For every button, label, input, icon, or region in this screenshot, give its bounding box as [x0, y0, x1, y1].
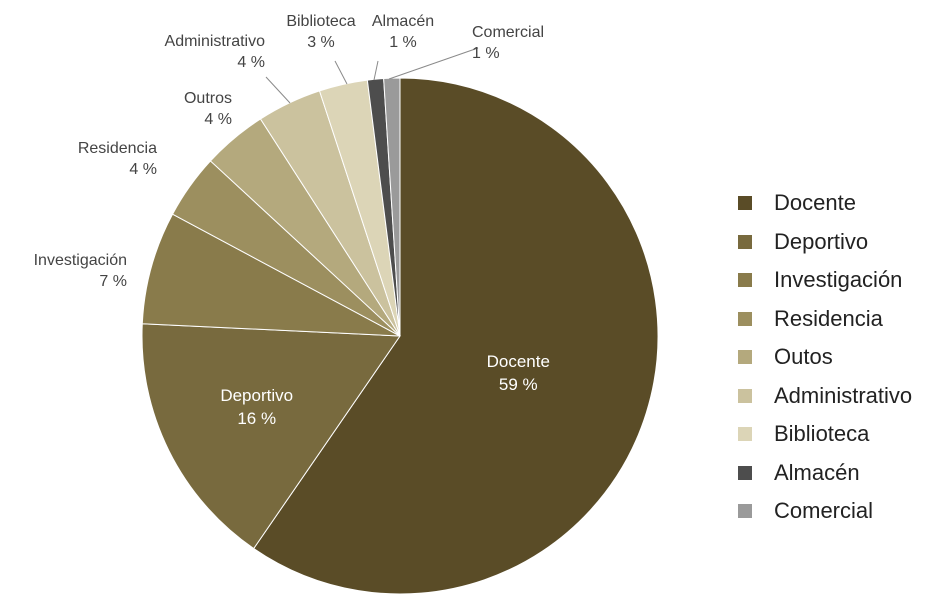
leader-line-comercial: [388, 47, 479, 80]
pie-slices: [141, 77, 659, 594]
leader-line-administrativo: [265, 76, 291, 104]
legend-label-biblioteca: Biblioteca: [774, 421, 870, 447]
legend-item-comercial: Comercial: [738, 492, 912, 531]
legend-label-residencia: Residencia: [774, 305, 883, 331]
legend-item-deportivo: Deportivo: [738, 223, 912, 262]
legend-swatch-deportivo: [738, 234, 752, 249]
legend-label-almacen: Almacén: [774, 459, 860, 485]
slice-value-deportivo: 16 %: [237, 409, 276, 428]
legend-item-administrativo: Administrativo: [738, 377, 912, 416]
legend-label-investigacion: Investigación: [774, 267, 903, 293]
slice-value-docente: 59 %: [499, 375, 538, 394]
slice-label-almacen: Almacén: [372, 13, 434, 30]
legend-item-residencia: Residencia: [738, 300, 912, 339]
slice-value-biblioteca: 3 %: [307, 34, 335, 51]
pie-slice-deportivo: [141, 323, 401, 550]
legend-item-investigacion: Investigación: [738, 261, 912, 300]
slice-label-docente: Docente: [487, 352, 550, 371]
leader-line-biblioteca: [334, 60, 348, 85]
legend-swatch-investigacion: [738, 273, 752, 288]
slice-value-comercial: 1 %: [472, 45, 500, 62]
legend-swatch-administrativo: [738, 388, 752, 403]
slice-label-administrativo: Administrativo: [165, 33, 266, 50]
legend-swatch-biblioteca: [738, 427, 752, 442]
legend-label-docente: Docente: [774, 190, 856, 216]
legend-item-docente: Docente: [738, 184, 912, 223]
legend-label-administrativo: Administrativo: [774, 382, 913, 408]
legend-label-deportivo: Deportivo: [774, 228, 869, 254]
slice-label-biblioteca: Biblioteca: [286, 13, 355, 30]
legend-label-outos: Outos: [774, 344, 833, 370]
slice-labels: Docente 59 % Deportivo 16 % Investigación 7 %…: [34, 13, 550, 428]
slice-label-outros: Outros: [184, 90, 232, 107]
leader-line-almacen: [373, 60, 379, 81]
slice-label-deportivo: Deportivo: [220, 386, 293, 405]
legend: Docente Deportivo Investigación Residencia O…: [738, 184, 912, 531]
legend-swatch-residencia: [738, 311, 752, 326]
slice-value-residencia: 4 %: [129, 161, 157, 178]
slice-label-residencia: Residencia: [78, 140, 157, 157]
legend-swatch-almacen: [738, 465, 752, 480]
legend-item-outos: Outos: [738, 338, 912, 377]
legend-swatch-outos: [738, 350, 752, 365]
legend-swatch-docente: [738, 196, 752, 211]
pie-slice-investigacion: [141, 213, 401, 337]
leader-lines: [265, 47, 479, 104]
slice-label-investigacion: Investigación: [34, 252, 127, 269]
slice-value-outros: 4 %: [204, 111, 232, 128]
slice-value-administrativo: 4 %: [237, 54, 265, 71]
legend-swatch-comercial: [738, 504, 752, 519]
slice-value-investigacion: 7 %: [99, 273, 127, 290]
legend-label-comercial: Comercial: [774, 498, 874, 524]
legend-item-biblioteca: Biblioteca: [738, 415, 912, 454]
slice-value-almacen: 1 %: [389, 34, 417, 51]
legend-item-almacen: Almacén: [738, 454, 912, 493]
slice-label-comercial: Comercial: [472, 24, 544, 41]
